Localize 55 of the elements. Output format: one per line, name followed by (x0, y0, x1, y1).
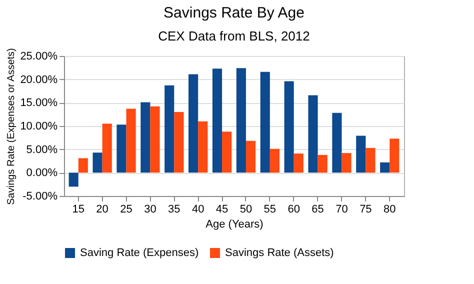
bar (68, 172, 78, 187)
bar (380, 162, 390, 173)
bar (294, 154, 304, 173)
bar (356, 136, 366, 173)
bar (78, 158, 88, 173)
y-axis-title: Savings Rate (Expenses or Assets) (6, 48, 18, 205)
y-tick-label: 0.00% (26, 167, 58, 180)
bar (246, 140, 256, 173)
bar (116, 124, 126, 173)
x-tick-label: 20 (96, 204, 108, 216)
x-tick-label: 15 (72, 204, 84, 216)
bar (102, 124, 112, 173)
chart-subtitle: CEX Data from BLS, 2012 (158, 28, 310, 44)
x-tick-label: 70 (336, 204, 348, 216)
bar (198, 121, 208, 173)
x-tick-label: 75 (360, 204, 372, 216)
x-tick-label: 45 (216, 204, 228, 216)
x-axis-title: Age (Years) (206, 218, 264, 230)
bar (164, 85, 174, 173)
x-tick-label: 50 (240, 204, 252, 216)
chart-title: Savings Rate By Age (164, 4, 304, 22)
x-tick-label: 80 (384, 204, 396, 216)
legend-label: Saving Rate (Expenses) (80, 247, 199, 259)
y-tick-label: 15.00% (20, 97, 58, 110)
bar (332, 112, 342, 173)
bar (222, 132, 232, 173)
bar (270, 148, 280, 173)
bar (308, 95, 318, 173)
x-tick-label: 55 (264, 204, 276, 216)
x-tick-label: 25 (120, 204, 132, 216)
y-tick-label: 20.00% (20, 74, 58, 86)
bar (236, 68, 246, 173)
y-tick-label: 10.00% (20, 120, 58, 132)
y-tick-label: 5.00% (26, 144, 58, 156)
y-tick-label: 25.00% (20, 50, 58, 62)
bar (126, 108, 136, 173)
bar (150, 106, 160, 173)
bar (284, 81, 294, 173)
bar (366, 148, 376, 173)
bar (260, 72, 270, 173)
bar (390, 138, 400, 173)
x-tick-label: 30 (144, 204, 156, 216)
bar (174, 112, 184, 173)
bar (212, 68, 222, 173)
x-tick-label: 35 (168, 204, 180, 216)
y-tick-label: -5.00% (22, 190, 58, 202)
x-tick-label: 65 (312, 204, 324, 216)
bar (140, 102, 150, 173)
bar (318, 154, 328, 173)
bar (342, 153, 352, 173)
x-tick-label: 40 (192, 204, 204, 216)
legend-label: Savings Rate (Assets) (225, 247, 334, 259)
bar (188, 74, 198, 173)
x-tick-label: 60 (288, 204, 300, 216)
bar (92, 152, 102, 173)
